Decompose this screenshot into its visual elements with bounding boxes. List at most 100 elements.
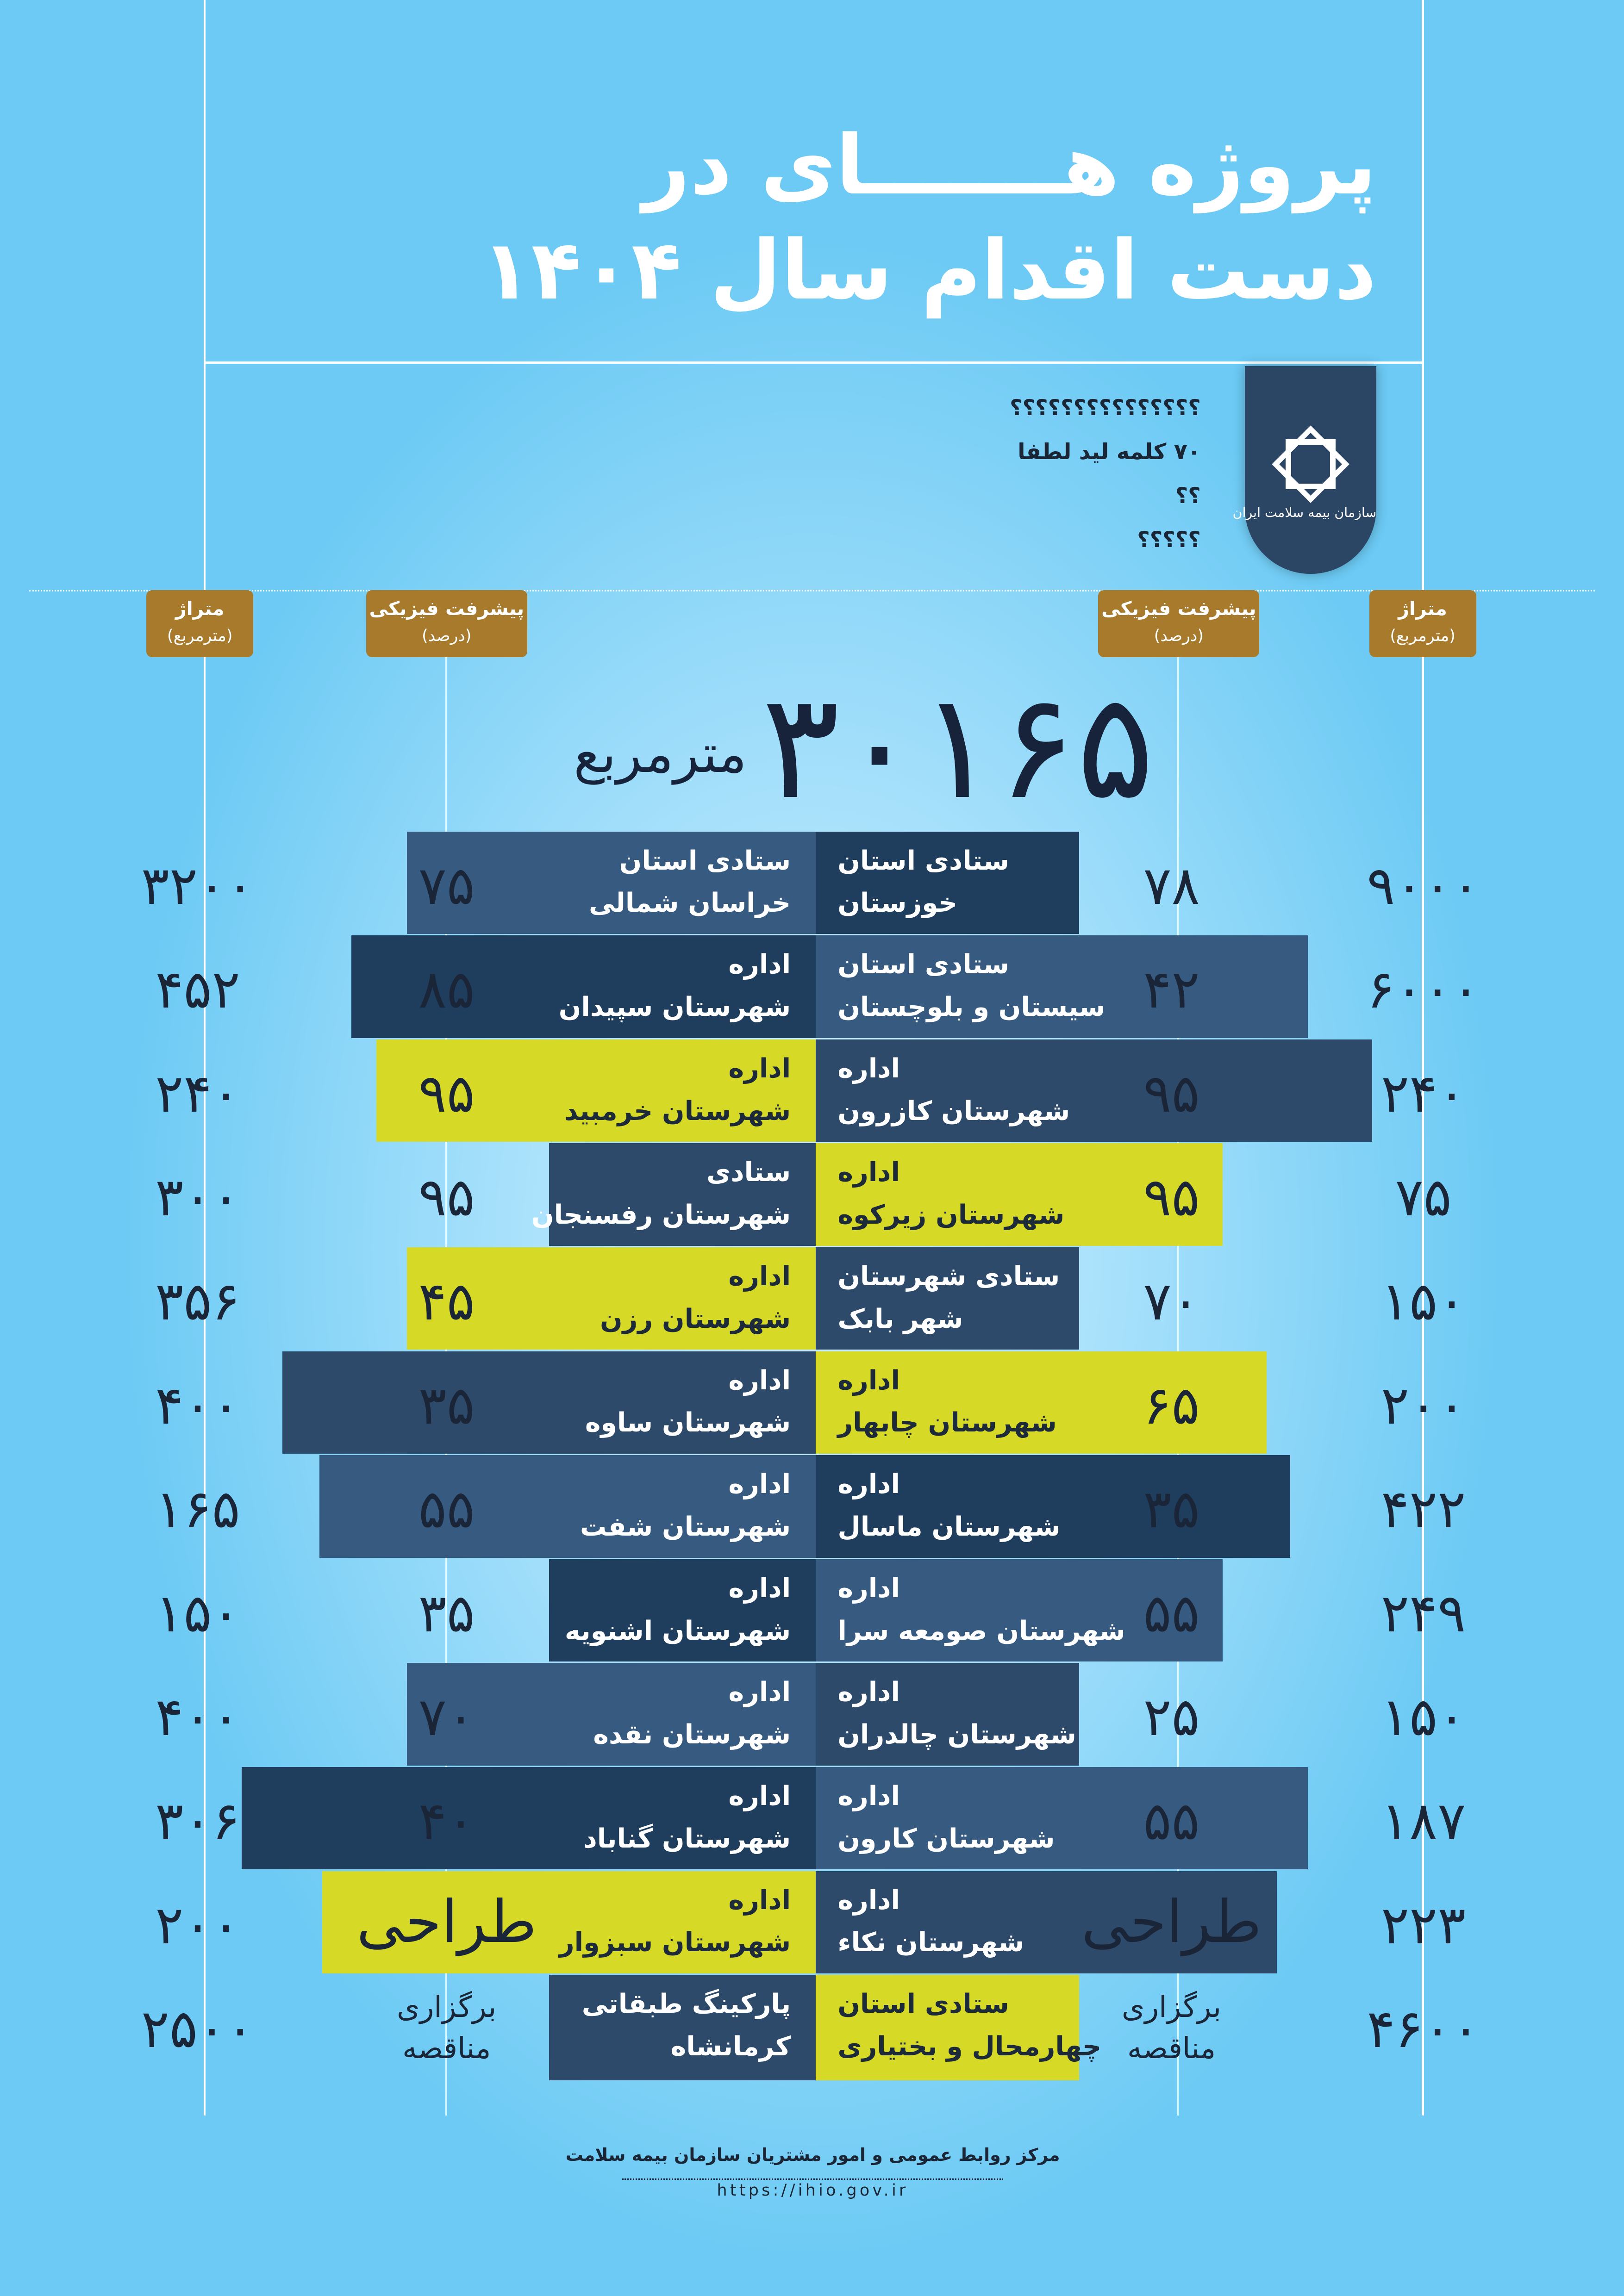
project-name: شهرستان کارون (837, 1823, 1055, 1854)
area-value: ۶۰۰۰ (1367, 958, 1480, 1020)
area-value: ۳۲۰۰ (141, 854, 255, 916)
title-line: دست اقدام سال ۱۴۰۴ (481, 223, 1377, 318)
total-unit: مترمربع (573, 723, 747, 785)
progress-value: ۶۵ (1143, 1374, 1200, 1436)
project-name: اداره (837, 1469, 900, 1500)
project-box (319, 1455, 816, 1558)
progress-value: ۹۵ (1143, 1062, 1200, 1124)
area-value: ۲۰۰ (155, 1894, 240, 1956)
project-name: خوزستان (837, 888, 957, 919)
project-box (815, 1039, 1372, 1142)
progress-value: ۳۵ (1143, 1478, 1200, 1540)
project-name: شهرستان کازرون (837, 1095, 1070, 1126)
area-value: ۴۵۲ (155, 958, 240, 1020)
area-value: ۳۵۶ (155, 1270, 240, 1332)
project-name: ستادی استان (619, 845, 791, 876)
frame-line (203, 0, 206, 2116)
area-value: ۱۵۰ (1380, 1686, 1466, 1748)
progress-value: ۹۵ (418, 1166, 475, 1228)
project-name: اداره (728, 1677, 791, 1708)
area-value: ۲۴۹ (1380, 1582, 1466, 1644)
area-value: ۳۰۰ (155, 1166, 240, 1228)
lead-line: ؟؟؟؟؟ (1137, 527, 1201, 553)
progress-value: ۴۲ (1143, 958, 1200, 1020)
area-value: ۲۵۰۰ (141, 1998, 255, 2060)
project-box (407, 1247, 816, 1350)
logo-icon (1286, 439, 1336, 489)
project-box (815, 1871, 1277, 1973)
project-name: اداره (837, 1780, 900, 1811)
area-value: ۴۰۰ (155, 1374, 240, 1436)
project-name: شهرستان سپیدان (558, 992, 791, 1022)
lead-line: ۷۰ کلمه لید لطفا (1018, 439, 1201, 465)
frame-line (1422, 0, 1424, 2116)
progress-value: ۷۰ (418, 1686, 475, 1748)
area-value: ۲۲۳ (1380, 1894, 1466, 1956)
project-box (815, 1247, 1080, 1350)
column-header-label: پیشرفت فیزیکی (369, 597, 525, 620)
progress-value: ۹۵ (418, 1062, 475, 1124)
project-box (549, 1975, 816, 2080)
total-value: ۳۰۱۶۵ (761, 661, 1155, 832)
footer-org: مرکز روابط عمومی و امور مشتریان سازمان ب… (565, 2145, 1060, 2165)
project-box (815, 831, 1080, 934)
project-box (815, 1351, 1267, 1454)
project-name: شهرستان رزن (600, 1303, 791, 1334)
column-header (1369, 590, 1476, 658)
progress-value: ۴۰ (418, 1790, 475, 1852)
frame-line (203, 361, 1424, 364)
project-box (815, 1143, 1223, 1246)
project-box (815, 1975, 1080, 2080)
project-name: کرمانشاه (670, 2031, 791, 2062)
area-value: ۷۵ (1395, 1166, 1452, 1228)
project-name: اداره (837, 1573, 900, 1604)
progress-value: مناقصه (402, 2031, 491, 2066)
project-box (549, 1559, 816, 1662)
project-box (815, 1663, 1080, 1766)
dotted-line (29, 590, 1595, 591)
project-name: اداره (837, 1365, 900, 1396)
column-header-label: متراژ (175, 597, 225, 620)
logo-text: سازمان بیمه سلامت ایران (1232, 505, 1377, 521)
project-name: شهرستان نقده (593, 1719, 791, 1750)
project-name: اداره (728, 1261, 791, 1292)
project-name: شهر بابک (837, 1303, 963, 1334)
progress-value: ۹۵ (1143, 1166, 1200, 1228)
progress-value: طراحی (356, 1888, 537, 1956)
progress-value: ۸۵ (418, 958, 475, 1020)
project-box (815, 935, 1308, 1038)
progress-value: ۴۵ (418, 1270, 475, 1332)
project-name: شهرستان رفسنجان (531, 1200, 791, 1231)
column-header-label: پیشرفت فیزیکی (1101, 597, 1256, 620)
column-header-unit: (مترمربع) (1390, 626, 1455, 645)
project-name: شهرستان نکاء (837, 1927, 1024, 1958)
progress-value: طراحی (1081, 1888, 1262, 1956)
project-name: شهرستان گناباد (583, 1823, 791, 1854)
project-name: خراسان شمالی (588, 888, 791, 919)
area-value: ۱۸۷ (1380, 1790, 1466, 1852)
project-name: اداره (728, 1885, 791, 1916)
title-line: پروژه هـــــــای در (643, 117, 1377, 213)
progress-value: مناقصه (1127, 2031, 1216, 2066)
progress-value: ۳۵ (418, 1582, 475, 1644)
column-header (146, 590, 254, 658)
project-name: شهرستان خرمبید (564, 1095, 791, 1126)
progress-value: ۳۵ (418, 1374, 475, 1436)
area-value: ۱۵۰ (1380, 1270, 1466, 1332)
column-header-unit: (درصد) (422, 626, 472, 645)
footer-url: https://ihio.gov.ir (717, 2181, 909, 2200)
project-name: اداره (728, 949, 791, 980)
progress-value: برگزاری (1121, 1990, 1222, 2024)
project-name: اداره (837, 1885, 900, 1916)
project-name: چهارمحال و بختیاری (837, 2031, 1102, 2062)
area-value: ۱۵۰ (155, 1582, 240, 1644)
project-name: شهرستان اشنویه (564, 1615, 791, 1646)
area-value: ۲۰۰ (1380, 1374, 1466, 1436)
progress-value: ۷۵ (418, 854, 475, 916)
progress-value: ۵۵ (1143, 1790, 1200, 1852)
area-value: ۹۰۰۰ (1367, 854, 1480, 916)
column-header-unit: (درصد) (1154, 626, 1204, 645)
project-box (815, 1559, 1223, 1662)
progress-value: ۵۵ (1143, 1582, 1200, 1644)
